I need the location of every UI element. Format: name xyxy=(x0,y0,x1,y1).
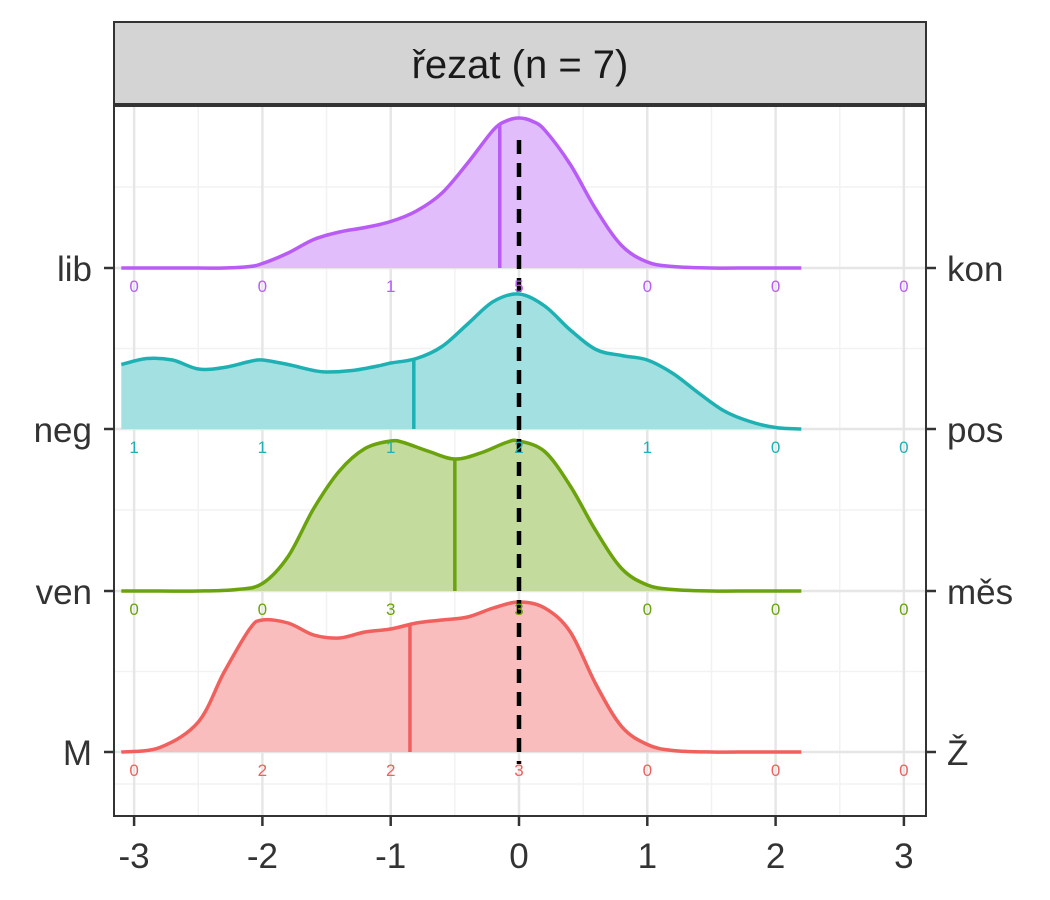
ridge-1 xyxy=(121,438,802,593)
density-area xyxy=(121,293,802,429)
x-tick-label: 1 xyxy=(638,837,657,876)
count-label: 2 xyxy=(514,438,523,457)
count-label: 3 xyxy=(514,600,523,619)
count-label: 0 xyxy=(771,600,780,619)
density-area xyxy=(121,118,802,269)
density-line xyxy=(121,438,802,593)
facet-title: řezat (n = 7) xyxy=(412,43,629,87)
count-label: 1 xyxy=(386,438,395,457)
count-label: 0 xyxy=(771,438,780,457)
x-tick-label: 3 xyxy=(894,837,913,876)
count-label: 1 xyxy=(258,438,267,457)
count-label: 0 xyxy=(899,761,908,780)
count-label: 2 xyxy=(258,761,267,780)
density-line xyxy=(120,292,802,431)
y-tick-label-left: M xyxy=(63,734,92,773)
y-tick-label-left: ven xyxy=(36,573,92,612)
facet-strip: řezat (n = 7) xyxy=(113,21,927,105)
ridge-3 xyxy=(121,116,802,270)
x-tick-label: 0 xyxy=(509,837,528,876)
count-label: 0 xyxy=(771,277,780,296)
count-label: 5 xyxy=(514,277,523,296)
x-tick-label: -3 xyxy=(119,837,150,876)
x-tick-label: -2 xyxy=(247,837,278,876)
count-label: 0 xyxy=(899,600,908,619)
y-tick-label-right: Ž xyxy=(947,734,968,773)
count-label: 0 xyxy=(258,277,267,296)
count-label: 0 xyxy=(771,761,780,780)
count-label: 3 xyxy=(514,761,523,780)
count-label: 1 xyxy=(129,438,138,457)
counts-layer: 0 2 2 3 0 0 0 0 0 3 3 0 0 0 1 1 1 2 1 0 0 0 0 1 5 0 0 0 xyxy=(129,277,908,780)
ridge-2 xyxy=(120,292,802,431)
count-label: 1 xyxy=(643,438,652,457)
count-label: 2 xyxy=(386,761,395,780)
count-label: 0 xyxy=(129,761,138,780)
ridge-0 xyxy=(121,600,802,754)
count-label: 0 xyxy=(129,600,138,619)
y-tick-label-right: měs xyxy=(947,573,1013,612)
density-line xyxy=(121,116,802,270)
count-label: 0 xyxy=(129,277,138,296)
count-label: 0 xyxy=(643,277,652,296)
count-label: 1 xyxy=(386,277,395,296)
y-tick-label-left: neg xyxy=(34,411,92,450)
count-label: 0 xyxy=(643,600,652,619)
x-axis: -3 -2 -1 0 1 2 3 xyxy=(119,816,914,876)
count-label: 0 xyxy=(899,438,908,457)
density-area xyxy=(121,602,802,753)
count-label: 0 xyxy=(258,600,267,619)
y-tick-label-right: pos xyxy=(947,411,1003,450)
count-label: 0 xyxy=(899,277,908,296)
count-label: 0 xyxy=(643,761,652,780)
ridges xyxy=(120,116,802,754)
facet-strip-box xyxy=(113,21,927,105)
count-label: 3 xyxy=(386,600,395,619)
y-tick-label-right: kon xyxy=(947,250,1003,289)
density-line xyxy=(121,600,802,754)
x-tick-label: -1 xyxy=(375,837,406,876)
y-tick-label-left: lib xyxy=(57,250,92,289)
x-tick-label: 2 xyxy=(766,837,785,876)
